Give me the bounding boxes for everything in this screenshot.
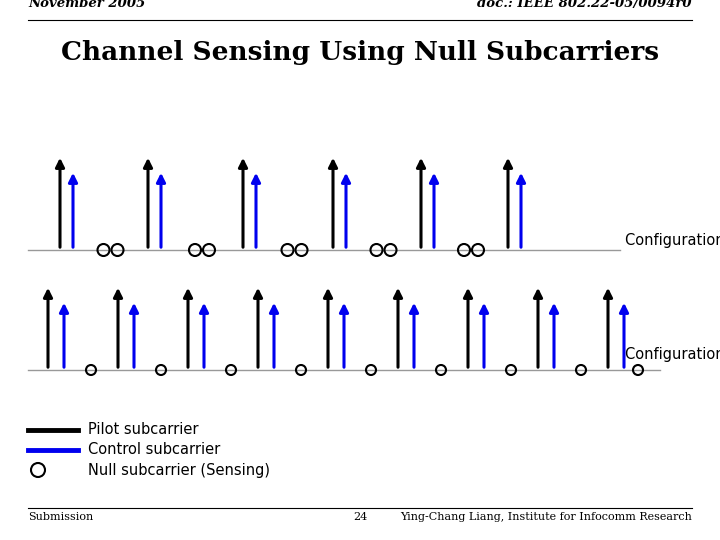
Text: Null subcarrier (Sensing): Null subcarrier (Sensing) — [88, 462, 270, 477]
Text: Channel Sensing Using Null Subcarriers: Channel Sensing Using Null Subcarriers — [61, 40, 659, 65]
Text: doc.: IEEE 802.22-05/0094r0: doc.: IEEE 802.22-05/0094r0 — [477, 0, 692, 10]
Text: November 2005: November 2005 — [28, 0, 145, 10]
Text: 24: 24 — [353, 512, 367, 522]
Text: Control subcarrier: Control subcarrier — [88, 442, 220, 457]
Text: Configuration II: Configuration II — [625, 348, 720, 362]
Text: Pilot subcarrier: Pilot subcarrier — [88, 422, 199, 437]
Text: Ying-Chang Liang, Institute for Infocomm Research: Ying-Chang Liang, Institute for Infocomm… — [400, 512, 692, 522]
Text: Submission: Submission — [28, 512, 94, 522]
Text: Configuration I: Configuration I — [625, 233, 720, 247]
